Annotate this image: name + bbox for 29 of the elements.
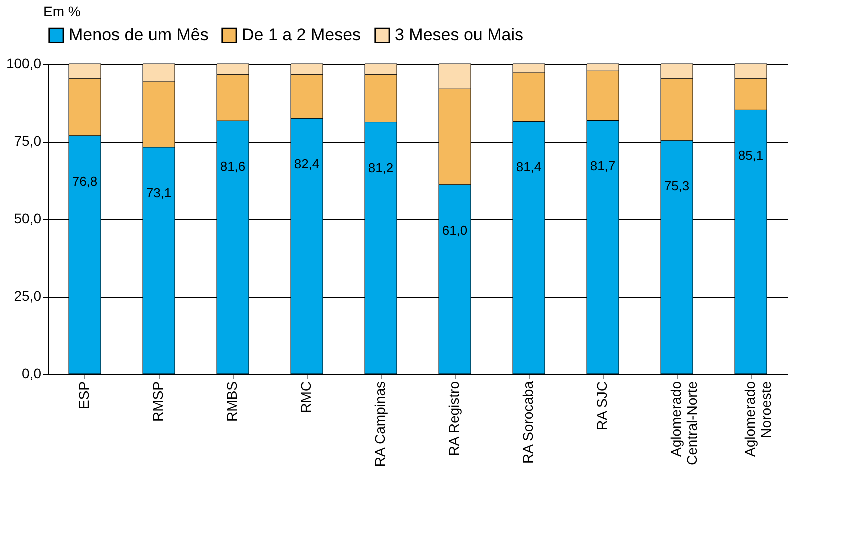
y-axis-title: Em % [44, 4, 81, 20]
data-label: 81,7 [590, 158, 616, 174]
y-tick-label: 25,0 [14, 288, 42, 304]
x-tick-label: RA Registro [446, 381, 462, 456]
data-label: 75,3 [664, 178, 690, 194]
x-tick-label: ESP [76, 382, 92, 410]
legend-label: 3 Meses ou Mais [395, 26, 524, 45]
data-label: 76,8 [72, 174, 98, 189]
x-tick-label: Aglomerado Noroeste [742, 381, 774, 457]
x-tick-label: RA Campinas [372, 382, 388, 468]
y-tick-label: 100,0 [6, 56, 42, 72]
data-label: 61,0 [442, 222, 468, 238]
x-tick-label: RMBS [224, 382, 240, 422]
x-tick-label: Aglomerado Central-Norte [668, 381, 700, 466]
data-label: 81,4 [516, 160, 542, 175]
x-tick-label: RA Sorocaba [520, 381, 536, 464]
legend-label: De 1 a 2 Meses [242, 26, 362, 45]
x-tick-label: RMSP [150, 382, 166, 422]
y-tick-label: 75,0 [14, 133, 42, 149]
data-label: 81,2 [368, 160, 394, 176]
x-tick-label: RMC [298, 382, 314, 414]
y-tick-label: 0,0 [22, 366, 42, 382]
data-label: 85,1 [738, 148, 764, 164]
y-tick-label: 50,0 [14, 210, 42, 226]
data-label: 81,6 [220, 159, 246, 174]
data-label: 73,1 [146, 185, 172, 200]
legend-label: Menos de um Mês [69, 26, 209, 45]
x-tick-label: RA SJC [594, 382, 610, 431]
data-label: 82,4 [294, 156, 320, 172]
